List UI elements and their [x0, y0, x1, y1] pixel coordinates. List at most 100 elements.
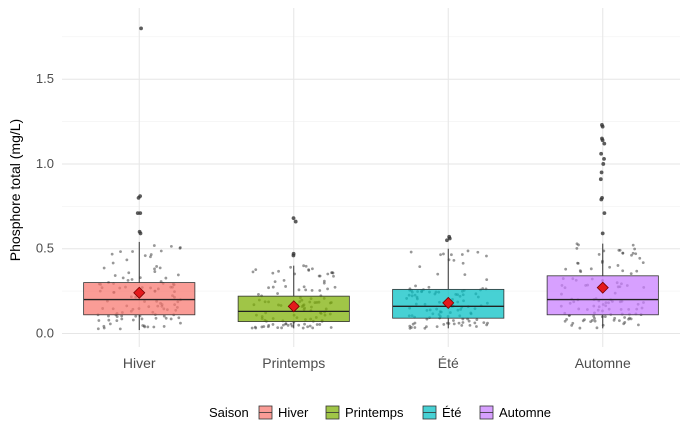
jitter-point [178, 246, 182, 250]
outlier-point [139, 26, 143, 31]
jitter-point [322, 281, 326, 285]
x-tick-label: Automne [575, 355, 631, 371]
jitter-point [318, 323, 322, 326]
jitter-point [475, 325, 478, 328]
outlier-point [291, 251, 296, 256]
jitter-point [304, 288, 308, 292]
jitter-point [638, 256, 642, 260]
jitter-point [578, 326, 582, 330]
jitter-point [466, 249, 470, 253]
jitter-point [276, 326, 280, 330]
jitter-point [153, 270, 157, 273]
jitter-point [162, 314, 166, 318]
jitter-point [326, 287, 329, 291]
jitter-point [281, 323, 285, 327]
jitter-point [629, 317, 633, 321]
jitter-point [473, 321, 477, 325]
jitter-point [457, 321, 461, 325]
jitter-point [154, 316, 158, 320]
jitter-point [303, 322, 306, 326]
jitter-point [262, 325, 266, 328]
outlier-point [600, 195, 604, 200]
jitter-point [326, 272, 330, 276]
jitter-point [130, 278, 134, 281]
jitter-point [267, 323, 271, 327]
y-axis-label: Phosphore total (mg/L) [7, 119, 23, 261]
jitter-point [452, 322, 456, 326]
jitter-point [593, 317, 596, 320]
outlier-point [293, 219, 298, 224]
legend: Saison Hiver Printemps Été Automne [209, 405, 551, 420]
jitter-point [408, 326, 412, 330]
jitter-point [461, 261, 465, 265]
jitter-point [125, 258, 129, 262]
jitter-point [280, 326, 283, 330]
jitter-point [119, 250, 122, 254]
jitter-point [452, 319, 455, 322]
outlier-point [600, 231, 605, 236]
jitter-point [107, 314, 110, 318]
jitter-point [408, 324, 412, 328]
jitter-point [593, 319, 597, 323]
jitter-point [155, 265, 159, 268]
jitter-point [152, 244, 156, 247]
outlier-point [602, 156, 606, 161]
outlier-point [602, 211, 607, 215]
jitter-point [413, 321, 417, 325]
jitter-point [141, 324, 145, 327]
legend-label: Printemps [345, 405, 404, 420]
jitter-point [589, 267, 593, 271]
jitter-point [108, 322, 112, 326]
y-tick-label: 0.0 [36, 325, 54, 340]
jitter-point [115, 319, 119, 323]
jitter-point [164, 316, 168, 320]
jitter-point [637, 323, 640, 327]
jitter-point [413, 326, 417, 329]
jitter-point [621, 251, 625, 255]
jitter-point [169, 317, 173, 321]
outlier-point [137, 229, 142, 234]
mean-marker [287, 300, 300, 313]
jitter-point [623, 316, 626, 319]
jitter-point [307, 268, 311, 272]
jitter-point [96, 327, 100, 331]
outlier-point [291, 216, 296, 221]
mean-marker [442, 296, 455, 309]
jitter-point [310, 267, 314, 271]
mean-marker [596, 281, 609, 294]
jitter-point [251, 270, 255, 274]
jitter-point [612, 318, 616, 322]
jitter-point [131, 318, 135, 322]
jitter-point [467, 319, 471, 323]
jitter-point [102, 266, 106, 270]
jitter-point [164, 276, 168, 280]
jitter-point [449, 253, 453, 257]
jitter-point [635, 269, 639, 273]
outlier-point [601, 162, 606, 166]
jitter-point [616, 264, 620, 267]
jitter-point [271, 271, 275, 275]
x-tick-label: Hiver [123, 355, 156, 371]
jitter-point [409, 250, 413, 254]
jitter-point [592, 314, 596, 318]
outlier-point [600, 123, 604, 127]
jitter-point [427, 285, 431, 289]
outlier-point [599, 151, 604, 156]
jitter-point [425, 325, 428, 329]
legend-label: Été [442, 405, 462, 420]
jitter-point [254, 268, 258, 272]
jitter-point [414, 284, 417, 288]
jitter-point [176, 273, 180, 277]
jitter-point [297, 323, 301, 327]
jitter-point [579, 270, 583, 274]
jitter-point [120, 317, 124, 321]
jitter-point [608, 265, 612, 269]
jitter-point [597, 253, 601, 256]
outlier-point [600, 136, 604, 141]
jitter-point [482, 321, 486, 325]
jitter-point [485, 254, 488, 258]
jitter-point [565, 317, 569, 321]
jitter-point [111, 261, 115, 265]
jitter-point [439, 253, 442, 257]
